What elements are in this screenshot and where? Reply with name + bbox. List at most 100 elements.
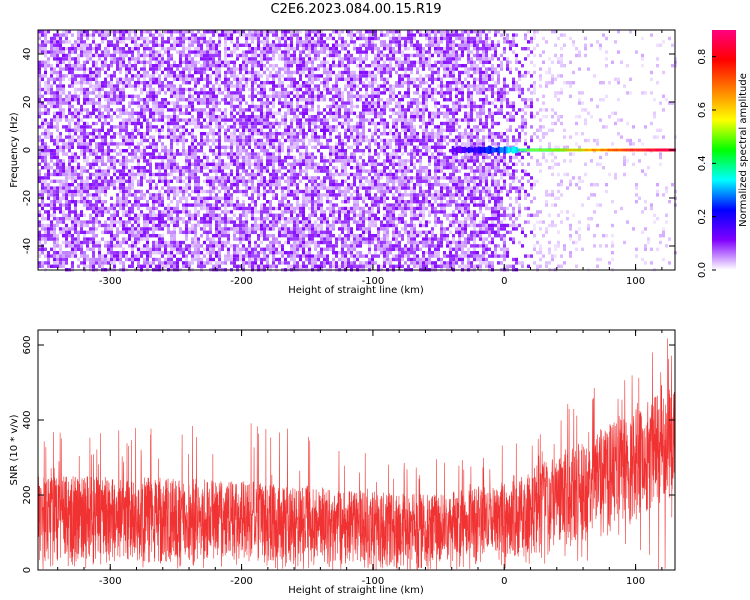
spectrogram-cell (323, 40, 326, 44)
spectrogram-cell (53, 149, 56, 153)
spectrogram-cell (164, 244, 167, 248)
spectrogram-cell (305, 183, 308, 187)
spectrogram-cell (266, 94, 269, 98)
spectrogram-cell (317, 98, 320, 102)
spectrogram-cell (170, 84, 173, 88)
spectrogram-cell (170, 159, 173, 163)
spectrogram-cell (281, 94, 284, 98)
spectrogram-cell (41, 111, 44, 115)
spectrogram-cell (209, 87, 212, 92)
spectrogram-cell (143, 36, 146, 41)
spectrogram-cell (59, 57, 62, 61)
spectrogram-cell (239, 257, 242, 262)
spectrogram-cell (176, 213, 179, 217)
spectrogram-cell (110, 118, 113, 122)
spectrogram-cell (233, 138, 236, 143)
spectrogram-cell (53, 203, 56, 207)
spectrogram-cell (134, 257, 137, 262)
spectrogram-cell (119, 91, 122, 95)
spectrogram-cell (224, 183, 227, 187)
spectrogram-cell (290, 132, 293, 136)
spectrogram-cell (296, 183, 299, 187)
spectrogram-cell (284, 33, 287, 37)
spectrogram-cells (38, 30, 677, 272)
spectrogram-cell (89, 149, 92, 153)
spectrogram-cell (284, 166, 287, 170)
spectrogram-cell (137, 220, 140, 224)
spectrogram-cell (320, 237, 323, 241)
spectrogram-cell (305, 121, 308, 126)
spectrogram-cell (287, 128, 290, 132)
spectrogram-cell (176, 251, 179, 255)
spectrogram-cell (305, 30, 308, 34)
spectrogram-cell (89, 261, 92, 265)
spectrogram-cell (197, 111, 200, 115)
spectrogram-cell (56, 64, 59, 68)
spectrogram-cell (68, 183, 71, 187)
spectrogram-cell (140, 138, 143, 143)
spectrogram-cell (101, 87, 104, 92)
spectrogram-cell (38, 33, 41, 37)
spectrogram-cell (38, 203, 41, 207)
spectrogram-cell (179, 176, 182, 180)
spectrogram-cell (122, 213, 125, 217)
spectrogram-cell (167, 230, 170, 234)
spectrogram-cell (302, 108, 305, 112)
spectrogram-cell (155, 104, 158, 109)
spectrogram-cell (293, 217, 296, 221)
spectrogram-cell (50, 67, 53, 71)
spectrogram-cell (56, 70, 59, 75)
spectrogram-cell (272, 189, 275, 194)
spectrogram-cell (305, 64, 308, 68)
spectrogram-cell (293, 162, 296, 166)
spectrogram-cell (77, 223, 80, 228)
spectrogram-cell (203, 125, 206, 129)
spectrogram-cell (110, 247, 113, 251)
spectrogram-cell (137, 84, 140, 88)
spectrogram-cell (197, 179, 200, 183)
spectrogram-cell (272, 47, 275, 51)
spectrogram-cell (140, 166, 143, 170)
spectrogram-cell (77, 244, 80, 248)
spectrogram-cell (236, 200, 239, 204)
spectrogram-cell (215, 81, 218, 85)
spectrogram-cell (62, 74, 65, 78)
spectrogram-cell (227, 47, 230, 51)
spectrogram-cell (323, 217, 326, 221)
spectrogram-cell (248, 166, 251, 170)
spectrogram-cell (314, 118, 317, 122)
spectrogram-cell (125, 166, 128, 170)
spectrogram-cell (329, 53, 332, 58)
spectrogram-cell (62, 210, 65, 214)
spectrogram-cell (86, 30, 89, 34)
spectrogram-cell (71, 152, 74, 156)
spectrogram-cell (185, 230, 188, 234)
spectrogram-cell (92, 128, 95, 132)
spectrogram-cell (128, 145, 131, 149)
spectrogram-cell (155, 101, 158, 105)
spectrogram-cell (203, 84, 206, 88)
spectrogram-cell (287, 261, 290, 265)
spectrogram-cell (101, 94, 104, 98)
spectrogram-cell (170, 70, 173, 75)
spectrogram-cell (272, 115, 275, 119)
spectrogram-cell (149, 57, 152, 61)
spectrogram-cell (227, 172, 230, 177)
spectrogram-cell (86, 50, 89, 54)
spectrogram-cell (227, 152, 230, 156)
spectrogram-cell (131, 234, 134, 238)
spectrogram-cell (263, 118, 266, 122)
spectrogram-cell (158, 118, 161, 122)
spectrogram-cell (68, 53, 71, 58)
spectrogram-cell (218, 33, 221, 37)
spectrogram-cell (110, 101, 113, 105)
spectrogram-cell (248, 230, 251, 234)
spectrogram-cell (236, 67, 239, 71)
spectrogram-cell (224, 223, 227, 228)
spectrogram-cell (260, 60, 263, 64)
spectrogram-cell (257, 237, 260, 241)
spectrogram-cell (59, 149, 62, 153)
spectrogram-cell (269, 183, 272, 187)
spectrogram-cell (299, 50, 302, 54)
spectrogram-cell (287, 125, 290, 129)
